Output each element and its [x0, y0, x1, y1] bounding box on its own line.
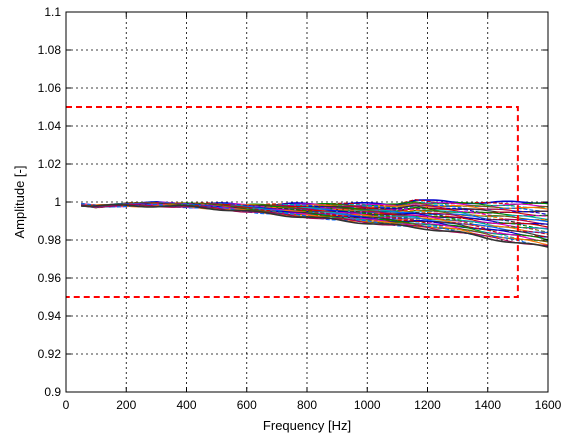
x-tick-label: 800 — [297, 398, 317, 412]
x-axis-label: Frequency [Hz] — [263, 418, 351, 433]
grid-lines — [66, 12, 548, 392]
x-tick-label: 1200 — [414, 398, 441, 412]
y-tick-label: 1.1 — [44, 5, 61, 19]
tolerance-box — [66, 106, 519, 298]
y-axis-ticks: 0.9 0.92 0.94 0.96 0.98 1 1.02 1.04 1.06 1.08 1.1 — [38, 5, 548, 399]
x-tick-label: 1600 — [535, 398, 562, 412]
curves — [80, 199, 549, 248]
series-line — [81, 203, 549, 233]
x-tick-label: 600 — [237, 398, 257, 412]
x-axis-ticks: 0 200 400 600 800 1000 1200 1400 1600 — [63, 12, 562, 412]
y-tick-label: 0.9 — [44, 385, 61, 399]
x-tick-label: 200 — [116, 398, 136, 412]
y-tick-label: 0.96 — [38, 271, 62, 285]
y-axis-label: Amplitude [-] — [12, 166, 27, 239]
y-tick-label: 0.98 — [38, 233, 62, 247]
series-line — [81, 203, 549, 248]
y-tick-label: 0.94 — [38, 309, 62, 323]
y-tick-label: 1 — [54, 195, 61, 209]
y-tick-label: 1.06 — [38, 81, 62, 95]
y-tick-label: 1.04 — [38, 119, 62, 133]
x-tick-label: 400 — [176, 398, 196, 412]
x-tick-label: 1400 — [474, 398, 501, 412]
y-tick-label: 1.08 — [38, 43, 62, 57]
y-tick-label: 0.92 — [38, 347, 62, 361]
x-tick-label: 0 — [63, 398, 70, 412]
series-line — [81, 202, 549, 215]
x-tick-label: 1000 — [354, 398, 381, 412]
y-tick-label: 1.02 — [38, 157, 62, 171]
